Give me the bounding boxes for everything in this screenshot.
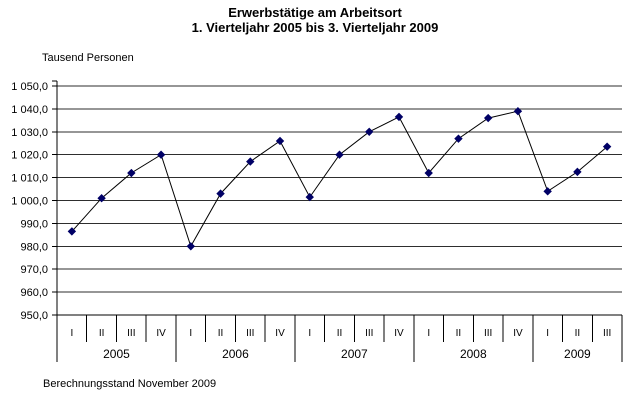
quarter-label: IV — [513, 328, 523, 339]
quarter-label: III — [127, 328, 135, 339]
data-point-2009-II — [573, 167, 582, 177]
year-label: 2009 — [564, 347, 591, 361]
chart-title: Erwerbstätige am Arbeitsort — [228, 5, 402, 20]
data-point-2005-I — [67, 227, 77, 236]
y-axis-label: 1 020,0 — [11, 150, 48, 162]
data-point-2005-II — [97, 194, 106, 203]
year-label: 2005 — [103, 347, 130, 361]
y-axis-label: 1 040,0 — [11, 104, 48, 116]
quarter-label: III — [365, 328, 373, 339]
quarter-label: I — [70, 328, 73, 339]
quarter-label: I — [546, 328, 549, 339]
year-label: 2007 — [341, 347, 368, 361]
y-axis-label: 980,0 — [20, 241, 48, 253]
quarter-label: II — [99, 328, 105, 339]
data-point-2005-IV — [156, 150, 166, 159]
y-axis-label: 1 050,0 — [11, 81, 48, 93]
year-label: 2006 — [222, 347, 249, 361]
quarter-label: I — [308, 328, 311, 339]
data-point-2007-IV — [394, 112, 404, 122]
quarter-label: II — [337, 328, 343, 339]
y-axis-label: 960,0 — [20, 287, 48, 299]
quarter-label: III — [484, 328, 492, 339]
year-label: 2008 — [460, 347, 487, 361]
data-point-2007-I — [305, 192, 314, 202]
data-point-2008-II — [454, 134, 463, 143]
y-axis-label: 1 030,0 — [11, 127, 48, 139]
quarter-label: II — [456, 328, 462, 339]
data-point-2009-III — [602, 142, 612, 151]
chart-subtitle: 1. Vierteljahr 2005 bis 3. Vierteljahr 2… — [191, 20, 439, 35]
quarter-label: I — [189, 328, 192, 339]
data-point-2007-III — [365, 127, 374, 137]
quarter-label: IV — [275, 328, 285, 339]
data-point-2008-IV — [513, 106, 523, 116]
y-axis-label: 950,0 — [20, 310, 48, 322]
data-point-2006-IV — [275, 136, 285, 146]
quarter-label: IV — [394, 328, 404, 339]
data-point-2006-II — [216, 189, 225, 198]
quarter-label: II — [218, 328, 224, 339]
quarter-label: III — [246, 328, 254, 339]
data-point-2006-III — [246, 157, 255, 166]
data-point-2009-I — [543, 187, 552, 196]
quarter-label: IV — [156, 328, 166, 339]
quarter-label: I — [427, 328, 430, 339]
y-axis-label: 1 000,0 — [11, 196, 48, 208]
data-point-2008-III — [483, 113, 493, 123]
data-point-2006-I — [186, 242, 196, 251]
y-axis-label: 990,0 — [20, 218, 48, 230]
footnote: Berechnungsstand November 2009 — [43, 378, 217, 390]
y-axis-label: 970,0 — [20, 264, 48, 276]
quarter-label: III — [603, 328, 611, 339]
data-point-2005-III — [127, 168, 136, 178]
y-axis-unit-label: Tausend Personen — [42, 52, 134, 64]
quarter-label: II — [575, 328, 581, 339]
data-point-2007-II — [335, 150, 344, 159]
y-axis-label: 1 010,0 — [11, 173, 48, 185]
data-point-2008-I — [424, 168, 433, 178]
